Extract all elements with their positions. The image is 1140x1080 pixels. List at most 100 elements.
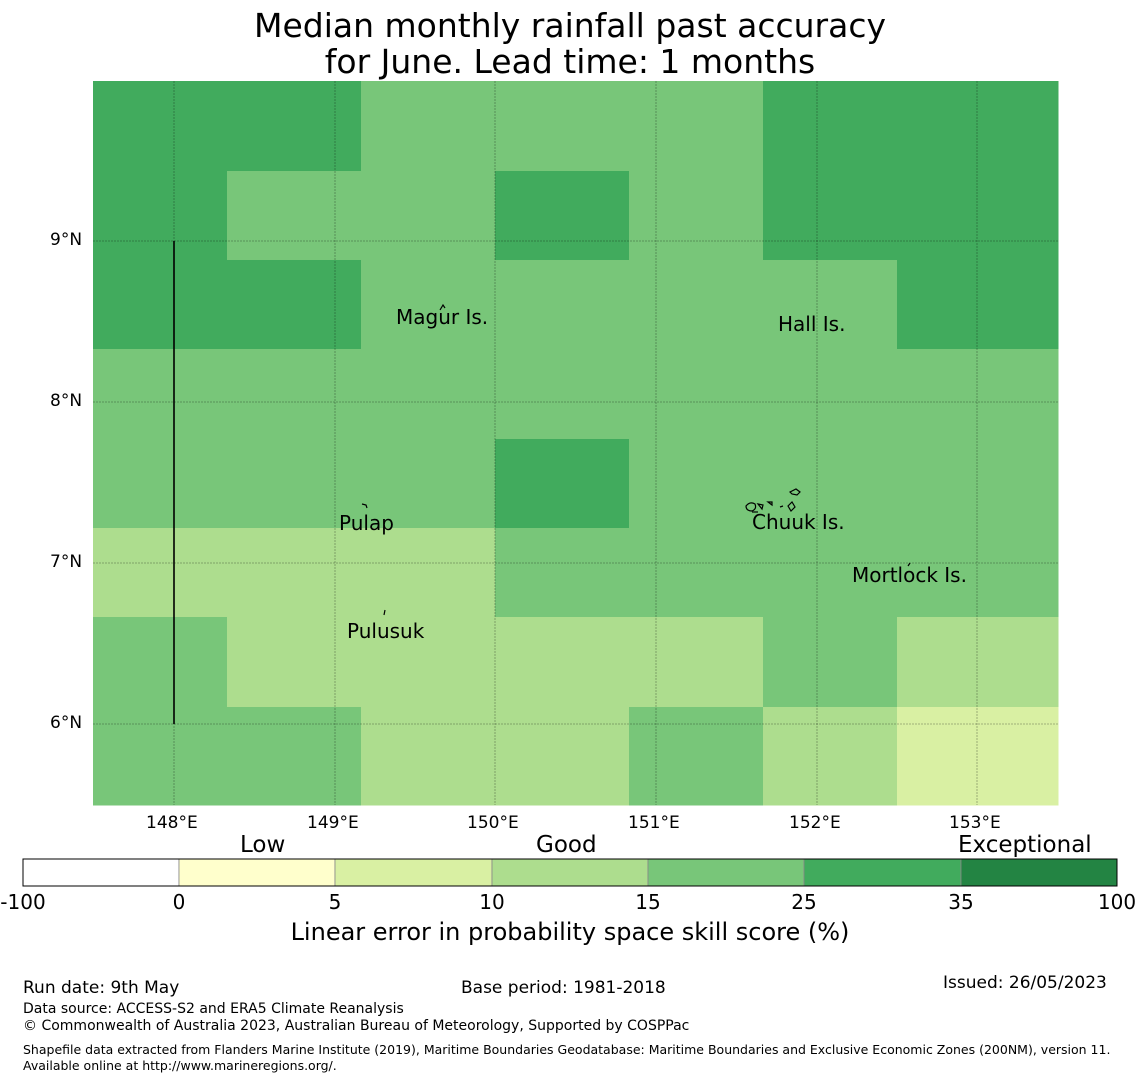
lat-tick-label: 7°N: [50, 552, 83, 572]
lon-tick-label: 148°E: [146, 813, 198, 833]
island-chuuk-5: [788, 488, 801, 496]
grid-cell: [227, 349, 362, 440]
shapefile-credit: Shapefile data extracted from Flanders M…: [23, 1042, 1111, 1074]
lon-tick-label: 149°E: [307, 813, 359, 833]
island-pulap: [361, 503, 368, 509]
colorbar-tick-label: 100: [1097, 890, 1137, 914]
grid-cell: [93, 439, 228, 529]
grid-cell: [763, 528, 898, 618]
lon-tick-label: 151°E: [628, 813, 680, 833]
colorbar-tick-label: 15: [635, 890, 661, 914]
lon-tick-label: 153°E: [949, 813, 1001, 833]
place-label: Hall Is.: [778, 312, 846, 336]
copyright: © Commonwealth of Australia 2023, Austra…: [23, 1018, 690, 1034]
grid-cell: [763, 617, 898, 708]
grid-cell: [495, 260, 630, 350]
grid-cell: [897, 439, 1059, 529]
grid-cell: [897, 81, 1059, 172]
data-source: Data source: ACCESS-S2 and ERA5 Climate …: [23, 1001, 404, 1017]
lon-tick-label: 152°E: [789, 813, 841, 833]
grid-cell: [495, 349, 630, 440]
grid-cell: [763, 707, 898, 806]
grid-cell: [361, 81, 496, 172]
place-label: Pulap: [339, 511, 394, 535]
colorbar-tick-label: 25: [791, 890, 817, 914]
grid-cell: [227, 81, 362, 172]
grid-cell: [897, 171, 1059, 261]
base-period: Base period: 1981-2018: [461, 978, 666, 998]
colorbar-segment: [960, 858, 1118, 887]
grid-cell-edge: [1031, 707, 1058, 797]
island-chuuk-6: [787, 501, 796, 512]
colorbar-category-exceptional: Exceptional: [958, 832, 1092, 858]
chart-title-line-2: for June. Lead time: 1 months: [324, 42, 816, 81]
grid-cell: [495, 707, 630, 806]
grid-cell: [763, 260, 898, 350]
graticule: [93, 81, 1058, 805]
place-label: Magur Is.: [396, 305, 489, 329]
island-pulusuk: [383, 609, 386, 616]
grid-cell: [93, 349, 228, 440]
lat-tick-label: 8°N: [50, 391, 83, 411]
lon-tick-label: 150°E: [467, 813, 519, 833]
grid-cell: [495, 528, 630, 618]
lat-tick-label: 9°N: [50, 230, 83, 250]
colorbar-tick-label: 10: [479, 890, 505, 914]
colorbar-segment: [22, 858, 180, 887]
grid-cell: [897, 528, 1059, 618]
grid-cell: [93, 171, 228, 261]
grid-cell: [361, 171, 496, 261]
chart-title-line-1: Median monthly rainfall past accuracy: [253, 6, 887, 45]
grid-cell: [763, 439, 898, 529]
grid-cell: [361, 617, 496, 708]
island-magur: [439, 303, 446, 311]
grid-cell: [361, 349, 496, 440]
grid-cell: [93, 81, 228, 172]
grid-cell: [629, 617, 764, 708]
place-label: Pulusuk: [347, 619, 425, 643]
grid-cell: [495, 171, 630, 261]
colorbar-label: Linear error in probability space skill …: [290, 918, 850, 946]
grid-cell: [495, 617, 630, 708]
colorbar-tick-label: 0: [172, 890, 186, 914]
island-chuuk-1: [745, 502, 757, 512]
grid-cell: [93, 707, 228, 806]
grid-cell: [93, 260, 228, 350]
colorbar-segment: [803, 858, 962, 887]
colorbar-category-low: Low: [240, 832, 286, 858]
colorbar-tick-label: 5: [328, 890, 342, 914]
grid-cell: [495, 439, 630, 529]
grid-cell: [361, 439, 496, 529]
colorbar-segment: [178, 858, 336, 887]
grid-cell: [629, 171, 764, 261]
place-label: Mortlock Is.: [852, 563, 967, 587]
issued-date: Issued: 26/05/2023: [943, 973, 1107, 993]
grid-cell: [763, 171, 898, 261]
grid-cell: [361, 707, 496, 806]
grid-cell: [227, 260, 362, 350]
grid-cell: [227, 439, 362, 529]
island-mortlock: [907, 562, 911, 567]
grid-cell: [629, 439, 764, 529]
colorbar-segment: [334, 858, 493, 887]
grid-cell: [897, 349, 1059, 440]
grid-cell: [897, 260, 1059, 350]
skill-grid-cells: [93, 81, 1059, 806]
grid-cell: [227, 707, 362, 806]
grid-cell-edge: [1031, 617, 1058, 707]
colorbar-segment: [491, 858, 649, 887]
colorbar: [22, 858, 1118, 887]
grid-cell: [629, 260, 764, 350]
colorbar-category-good: Good: [536, 832, 597, 858]
colorbar-tick-label: 35: [948, 890, 974, 914]
grid-cell: [763, 81, 898, 172]
lat-tick-label: 6°N: [50, 713, 83, 733]
grid-cell: [629, 349, 764, 440]
grid-cell: [227, 528, 362, 618]
grid-cell: [763, 349, 898, 440]
grid-cell: [227, 617, 362, 708]
grid-cell: [629, 528, 764, 618]
island-chuuk-4: [779, 505, 784, 508]
grid-cell: [629, 707, 764, 806]
